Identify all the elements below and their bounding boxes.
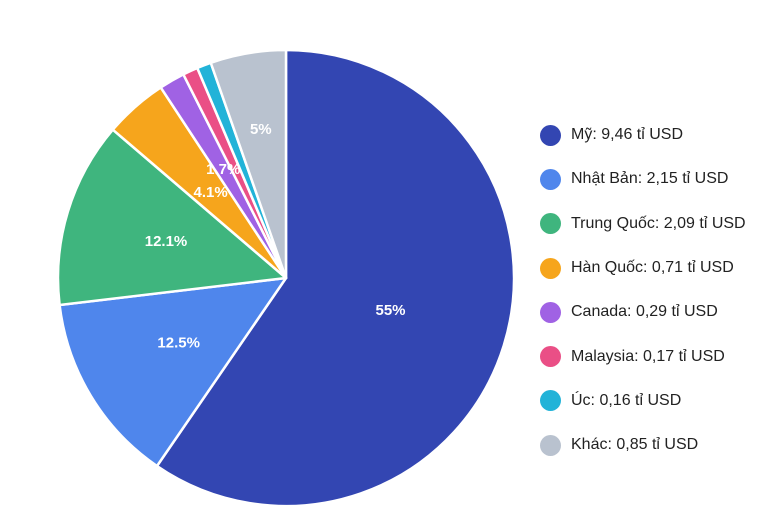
legend-label: Canada: 0,29 tỉ USD [571,303,718,321]
legend-color-swatch [540,168,561,190]
pie-slice-label-2: 12.1% [145,233,188,250]
legend-item-7: Khác: 0,85 tỉ USD [540,423,746,467]
legend-color-swatch [540,390,561,412]
legend-color-swatch [540,434,561,456]
legend-item-0: Mỹ: 9,46 tỉ USD [540,113,746,157]
pie-slice-2 [56,128,288,307]
pie-slice-7 [209,48,288,280]
pie-slice-label-3: 4.1% [194,184,228,201]
pie-slice-label-1: 12.5% [157,334,200,351]
legend-item-1: Nhật Bản: 2,15 tỉ USD [540,157,746,201]
pie-slice-label-4: 1.7% [206,161,240,178]
legend-item-3: Hàn Quốc: 0,71 tỉ USD [540,246,746,290]
legend-label: Malaysia: 0,17 tỉ USD [571,347,725,365]
chart-legend: Mỹ: 9,46 tỉ USD Nhật Bản: 2,15 tỉ USD Trun… [540,113,746,467]
pie-slices [56,48,516,508]
legend-color-swatch [540,301,561,323]
legend-label: Mỹ: 9,46 tỉ USD [571,126,684,144]
legend-color-swatch [540,124,561,146]
legend-color-swatch [540,213,561,235]
pie-slice-label-0: 55% [376,302,406,319]
legend-color-swatch [540,257,561,279]
legend-item-6: Úc: 0,16 tỉ USD [540,379,746,423]
legend-label: Hàn Quốc: 0,71 tỉ USD [571,259,734,277]
legend-item-5: Malaysia: 0,17 tỉ USD [540,334,746,378]
pie-slice-label-7: 5% [250,121,272,138]
legend-item-2: Trung Quốc: 2,09 tỉ USD [540,202,746,246]
legend-label: Khác: 0,85 tỉ USD [571,436,699,454]
legend-color-swatch [540,346,561,368]
pie-slice-0 [155,48,516,508]
legend-label: Úc: 0,16 tỉ USD [571,391,682,409]
legend-label: Trung Quốc: 2,09 tỉ USD [571,214,746,232]
legend-label: Nhật Bản: 2,15 tỉ USD [571,170,729,188]
legend-item-4: Canada: 0,29 tỉ USD [540,290,746,334]
pie-slice-1 [58,276,288,468]
pie-labels: 55% 12.5% 12.1% 4.1% 1.7% 5% [145,121,406,351]
